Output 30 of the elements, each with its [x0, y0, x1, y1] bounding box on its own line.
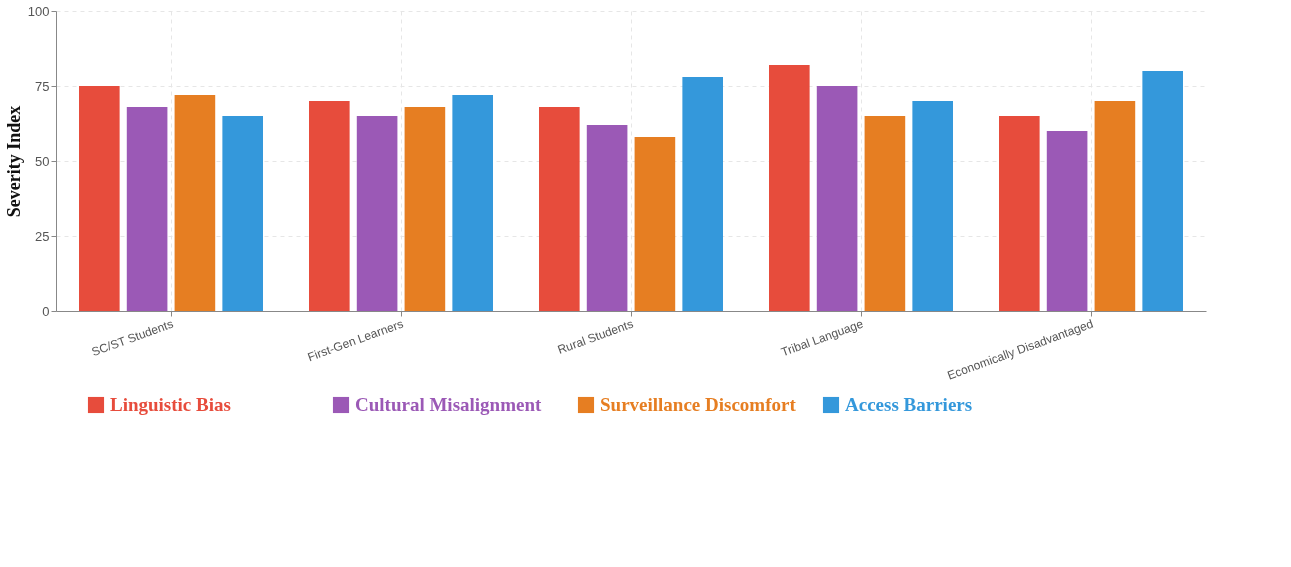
bar	[174, 95, 216, 311]
bar	[79, 86, 120, 311]
bar	[912, 101, 953, 311]
bar	[634, 137, 676, 311]
bar	[586, 125, 628, 311]
y-tick-label: 75	[35, 78, 50, 94]
legend-label: Linguistic Bias	[110, 394, 231, 415]
y-tick-label: 25	[35, 228, 50, 244]
y-tick-label: 50	[35, 153, 50, 169]
legend-label: Cultural Misalignment	[355, 394, 542, 415]
bar	[816, 86, 858, 311]
bar	[999, 116, 1040, 311]
bar	[1094, 101, 1136, 311]
bar	[356, 116, 398, 311]
bar	[452, 95, 493, 311]
bar	[126, 107, 168, 311]
bar	[309, 101, 350, 311]
legend-label: Access Barriers	[845, 394, 973, 415]
bar	[769, 65, 810, 311]
y-tick-label: 0	[42, 303, 50, 319]
bar	[539, 107, 580, 311]
bar	[1142, 71, 1183, 311]
legend-label: Surveillance Discomfort	[600, 394, 797, 415]
bar	[682, 77, 723, 311]
bar	[222, 116, 263, 311]
y-axis-title: Severity Index	[3, 105, 24, 218]
bar	[864, 116, 906, 311]
y-tick-label: 100	[27, 3, 50, 19]
bar	[404, 107, 446, 311]
bar	[1046, 131, 1088, 311]
